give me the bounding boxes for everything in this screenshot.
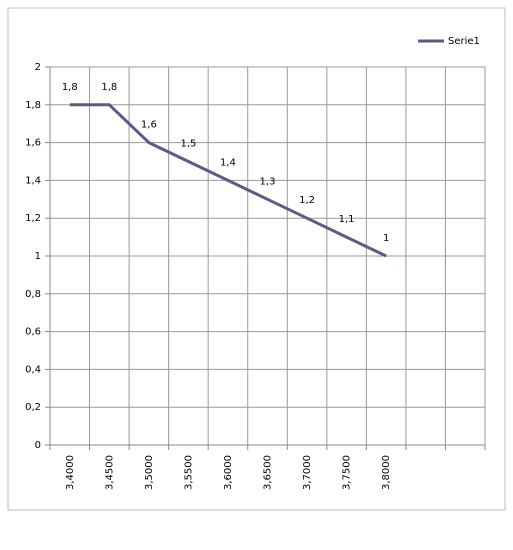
- y-tick-label: 2: [35, 62, 41, 73]
- legend-label: Serie1: [448, 36, 480, 47]
- x-tick-label: 3,8000: [381, 455, 392, 490]
- y-tick-label: 1,6: [25, 138, 41, 149]
- data-label: 1,3: [260, 176, 276, 187]
- x-tick-label: 3,6500: [263, 455, 274, 490]
- data-label: 1,8: [62, 82, 78, 93]
- y-tick-label: 0,8: [25, 289, 41, 300]
- data-label: 1,1: [339, 214, 355, 225]
- data-label: 1,6: [141, 120, 157, 131]
- chart-frame: [7, 7, 506, 511]
- y-tick-label: 1: [35, 251, 41, 262]
- y-tick-label: 0,2: [25, 402, 41, 413]
- y-tick-label: 0,6: [25, 327, 41, 338]
- data-label: 1,5: [180, 139, 196, 150]
- x-tick-label: 3,5000: [144, 455, 155, 490]
- y-tick-label: 1,4: [25, 175, 41, 186]
- y-tick-label: 1,8: [25, 100, 41, 111]
- y-tick-label: 0: [35, 440, 41, 451]
- data-label: 1,4: [220, 157, 236, 168]
- series-line: [69, 103, 387, 258]
- x-tick-label: 3,4500: [104, 455, 115, 490]
- data-label: 1,2: [299, 195, 315, 206]
- y-tick-label: 0,4: [25, 364, 41, 375]
- x-tick-label: 3,7000: [302, 455, 313, 490]
- data-label: 1,8: [101, 82, 117, 93]
- x-tick-label: 3,6000: [223, 455, 234, 490]
- x-tick-label: 3,4000: [65, 455, 76, 490]
- x-tick-label: 3,7500: [342, 455, 353, 490]
- x-tick-label: 3,5500: [183, 455, 194, 490]
- y-tick-label: 1,2: [25, 213, 41, 224]
- data-label: 1: [383, 233, 389, 244]
